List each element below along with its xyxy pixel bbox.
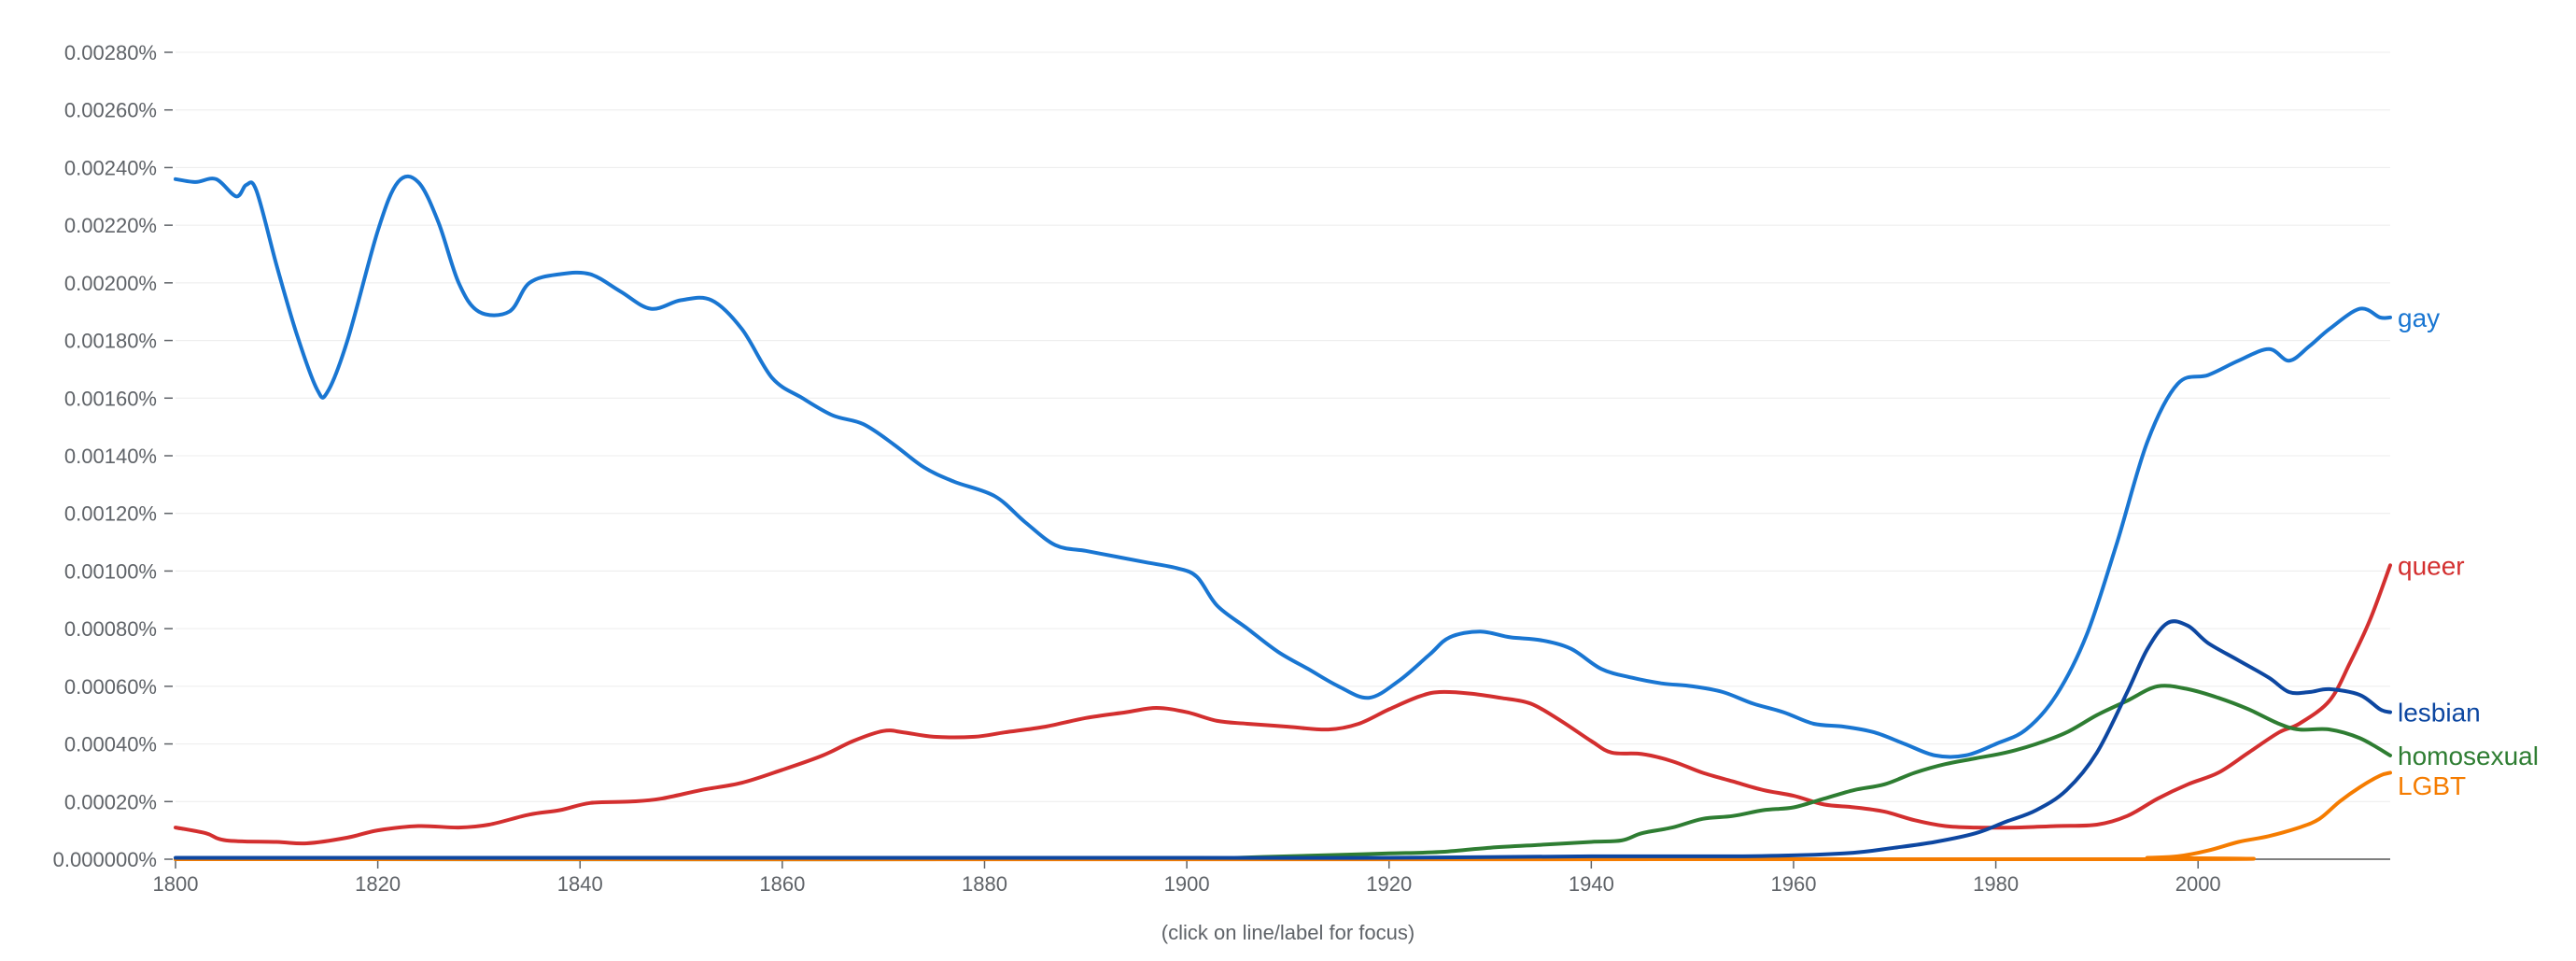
series-line-lgbt[interactable] [174,770,2392,862]
series-label-queer[interactable]: queer [2398,551,2465,580]
x-tick-label: 1840 [557,872,603,896]
y-tick-label: 0.00060% [64,675,157,699]
y-tick-label: 0.00100% [64,559,157,583]
series-line-lesbian[interactable] [174,619,2392,860]
x-tick-label: 1820 [355,872,401,896]
y-tick-label: 0.00020% [64,790,157,813]
grid-lines [176,51,2390,802]
y-tick-label: 0.00120% [64,502,157,526]
y-tick-label: 0.00180% [64,330,157,353]
y-tick-label: 0.00220% [64,214,157,237]
x-tick-label: 1960 [1770,872,1816,896]
series-lines[interactable] [174,174,2392,862]
y-tick-label: 0.00260% [64,99,157,122]
series-label-gay[interactable]: gay [2398,304,2440,332]
focus-hint: (click on line/label for focus) [1161,921,1415,944]
x-tick-label: 2000 [2175,872,2221,896]
series-line-gay[interactable] [174,174,2392,759]
x-tick-label: 1800 [153,872,199,896]
y-tick-label: 0.00080% [64,617,157,641]
y-tick-label: 0.00280% [64,41,157,64]
x-tick-label: 1980 [1973,872,2019,896]
x-tick-label: 1900 [1164,872,1210,896]
series-line-homosexual[interactable] [174,684,2392,862]
x-tick-label: 1940 [1569,872,1614,896]
y-tick-label: 0.00160% [64,387,157,410]
x-tick-label: 1920 [1366,872,1412,896]
x-tick-label: 1860 [759,872,805,896]
series-label-lgbt[interactable]: LGBT [2398,771,2466,800]
series-line-queer[interactable] [174,563,2392,846]
y-tick-label: 0.000000% [53,848,157,871]
x-axis: 1800 1820 1840 1860 1880 1900 1920 1940 1960 1980… [153,858,2390,896]
y-tick-label: 0.00140% [64,445,157,468]
y-tick-label: 0.00200% [64,272,157,295]
y-axis: 0.000000% 0.00020% 0.00040% 0.00060% 0.00080… [53,41,173,871]
y-tick-label: 0.00240% [64,156,157,179]
y-tick-label: 0.00040% [64,733,157,756]
series-label-homosexual[interactable]: homosexual [2398,742,2539,770]
series-label-lesbian[interactable]: lesbian [2398,699,2481,728]
x-tick-label: 1880 [962,872,1007,896]
